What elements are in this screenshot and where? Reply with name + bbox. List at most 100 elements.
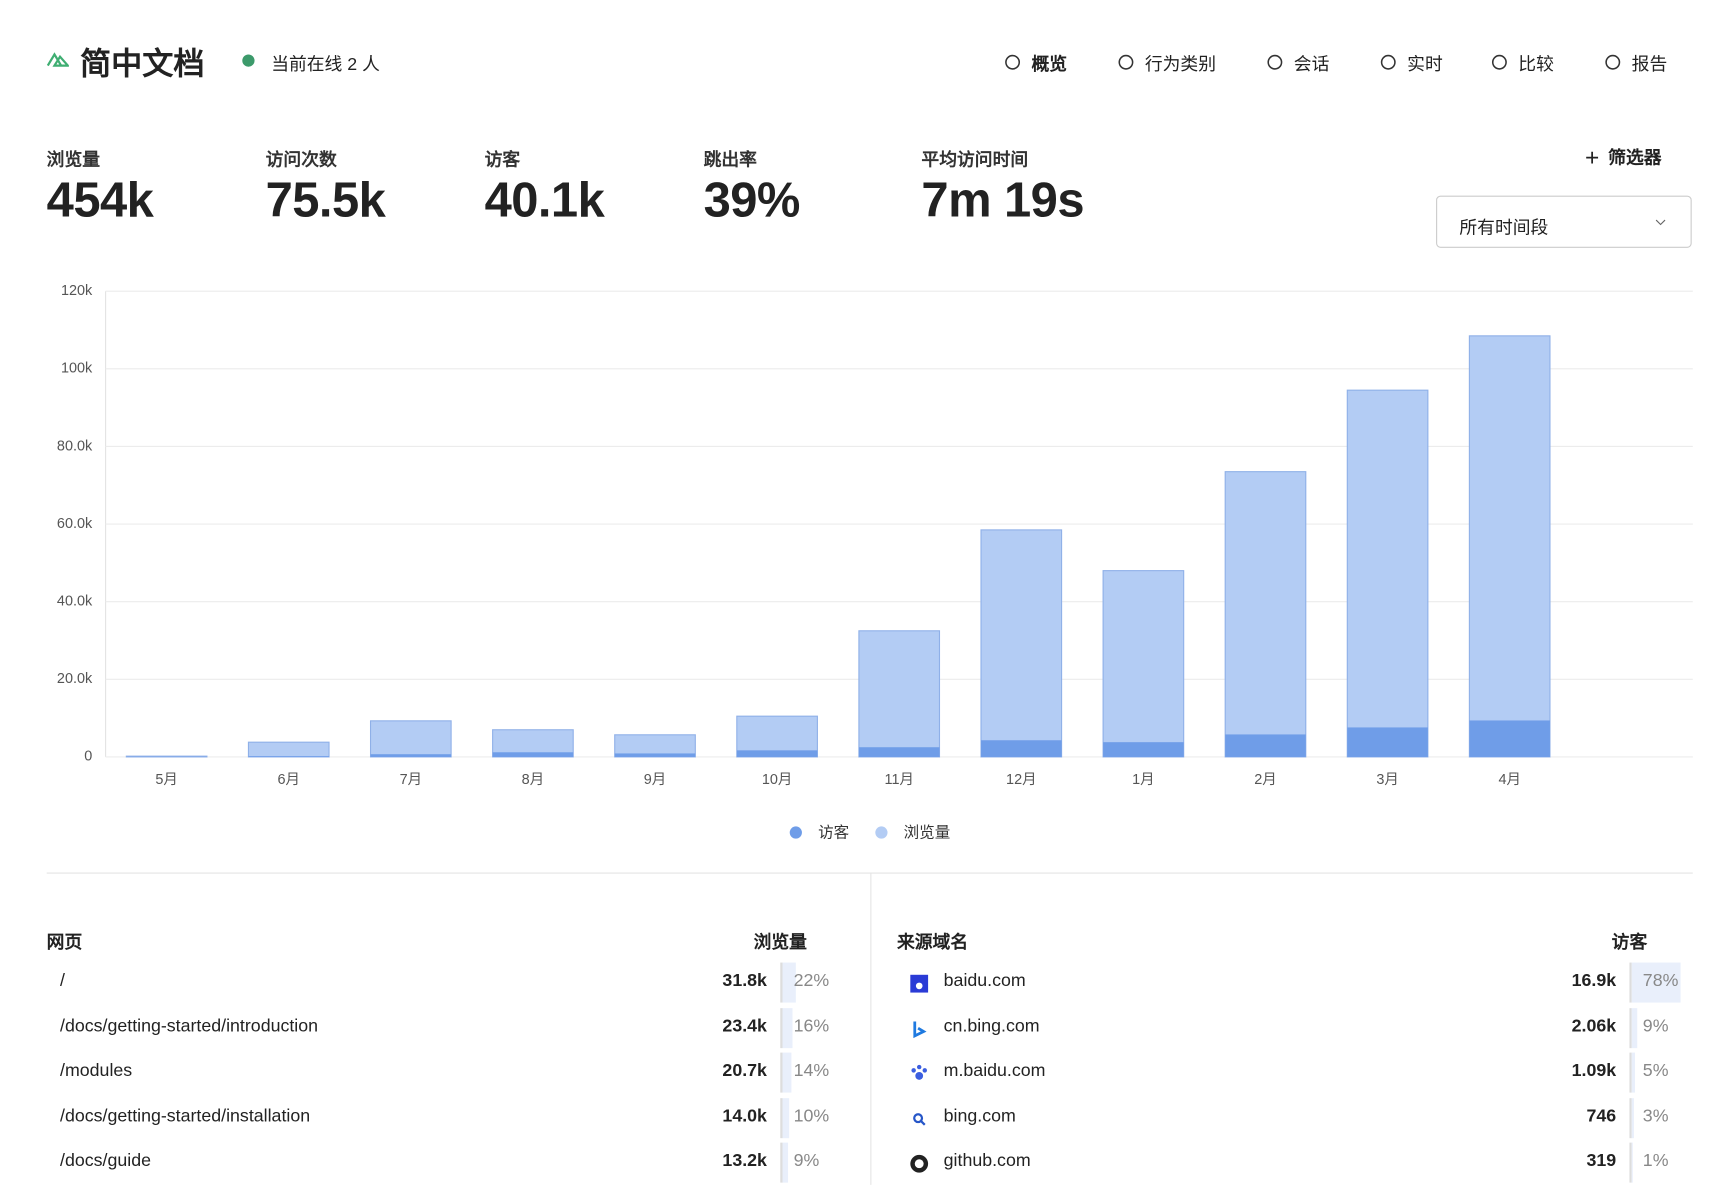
y-tick-label: 40.0k: [57, 594, 93, 610]
nav-label: 行为类别: [1145, 49, 1216, 76]
share-label: 5%: [1643, 1062, 1669, 1082]
stat-value: 7m 19s: [921, 173, 1084, 229]
stat-value: 75.5k: [266, 173, 386, 229]
share-bar: [1632, 1098, 1634, 1138]
bar: [1469, 336, 1550, 757]
x-tick-label: 8月: [522, 772, 544, 788]
x-tick-label: 9月: [644, 772, 666, 788]
bar: [737, 750, 818, 757]
share-label: 3%: [1643, 1107, 1669, 1127]
row-value: 746: [1505, 1107, 1616, 1127]
x-tick-label: 1月: [1132, 772, 1154, 788]
nav-label: 报告: [1632, 49, 1668, 76]
x-tick-label: 7月: [400, 772, 422, 788]
y-tick-label: 0: [84, 749, 92, 765]
bar: [1103, 742, 1184, 757]
bar: [493, 752, 574, 757]
row-name[interactable]: github.com: [944, 1152, 1031, 1172]
nav-item[interactable]: 行为类别: [1116, 49, 1216, 76]
share-bar: [782, 1143, 788, 1183]
stat-value: 40.1k: [485, 173, 605, 229]
nav-item[interactable]: 报告: [1603, 49, 1667, 76]
legend-swatch: [875, 826, 887, 838]
row-value: 16.9k: [1505, 971, 1616, 991]
site-icon: [909, 1064, 929, 1084]
nav-item[interactable]: 会话: [1265, 49, 1329, 76]
y-tick-label: 20.0k: [57, 671, 93, 687]
y-tick-label: 60.0k: [57, 516, 93, 532]
stat-label: 访问次数: [266, 144, 337, 171]
divider: [870, 873, 871, 1185]
bar: [981, 530, 1062, 757]
nav-icon: [1116, 52, 1136, 72]
site-icon: [909, 1109, 929, 1129]
nav-item[interactable]: 概览: [1003, 49, 1067, 76]
bar: [1347, 727, 1428, 756]
nav-icon: [1378, 52, 1398, 72]
nav-icon: [1265, 52, 1285, 72]
y-tick-label: 100k: [61, 361, 93, 377]
share-label: 9%: [794, 1152, 820, 1172]
row-name[interactable]: /docs/getting-started/introduction: [60, 1017, 318, 1037]
stat-value: 39%: [704, 173, 800, 229]
nav-item[interactable]: 实时: [1378, 49, 1442, 76]
bar: [1347, 390, 1428, 757]
share-label: 16%: [794, 1017, 830, 1037]
site-icon: [909, 1154, 929, 1174]
table-title: 来源域名: [897, 927, 968, 954]
bar: [859, 747, 940, 757]
bar: [615, 753, 696, 756]
row-value: 1.09k: [1505, 1062, 1616, 1082]
row-name[interactable]: baidu.com: [944, 971, 1026, 991]
y-tick-label: 120k: [61, 283, 93, 299]
nav-label: 比较: [1518, 49, 1554, 76]
nav-label: 实时: [1407, 49, 1443, 76]
row-value: 14.0k: [656, 1107, 767, 1127]
row-name[interactable]: cn.bing.com: [944, 1017, 1040, 1037]
row-value: 23.4k: [656, 1017, 767, 1037]
site-icon: [909, 974, 929, 994]
stat-label: 跳出率: [704, 144, 757, 171]
row-name[interactable]: /: [60, 971, 65, 991]
share-bar: [1632, 1053, 1635, 1093]
x-tick-label: 10月: [762, 772, 793, 788]
stat-label: 平均访问时间: [921, 144, 1028, 171]
bar: [1469, 720, 1550, 756]
stat-label: 访客: [485, 144, 521, 171]
nav-item[interactable]: 比较: [1489, 49, 1553, 76]
legend-label: 访客: [818, 824, 849, 842]
x-tick-label: 3月: [1376, 772, 1398, 788]
share-label: 10%: [794, 1107, 830, 1127]
row-value: 13.2k: [656, 1152, 767, 1172]
stat-label: 浏览量: [47, 144, 100, 171]
nav-icon: [1489, 52, 1509, 72]
row-name[interactable]: /modules: [60, 1062, 132, 1082]
row-name[interactable]: m.baidu.com: [944, 1062, 1046, 1082]
share-label: 22%: [794, 971, 830, 991]
table-metric: 浏览量: [696, 927, 807, 954]
x-tick-label: 5月: [155, 772, 177, 788]
share-label: 1%: [1643, 1152, 1669, 1172]
table-title: 网页: [47, 927, 83, 954]
share-bar: [782, 1008, 792, 1048]
row-value: 319: [1505, 1152, 1616, 1172]
bar: [1103, 571, 1184, 757]
site-icon: [909, 1019, 929, 1039]
share-label: 78%: [1643, 971, 1679, 991]
row-name[interactable]: bing.com: [944, 1107, 1016, 1127]
row-value: 20.7k: [656, 1062, 767, 1082]
row-name[interactable]: /docs/getting-started/installation: [60, 1107, 310, 1127]
share-bar: [1632, 1008, 1638, 1048]
bar: [859, 631, 940, 757]
bar: [371, 721, 452, 757]
share-bar: [1632, 1143, 1633, 1183]
x-tick-label: 6月: [277, 772, 299, 788]
x-tick-label: 4月: [1498, 772, 1520, 788]
row-value: 31.8k: [656, 971, 767, 991]
nav-icon: [1003, 52, 1023, 72]
row-name[interactable]: /docs/guide: [60, 1152, 151, 1172]
table-metric: 访客: [1536, 927, 1647, 954]
share-bar: [782, 1098, 788, 1138]
